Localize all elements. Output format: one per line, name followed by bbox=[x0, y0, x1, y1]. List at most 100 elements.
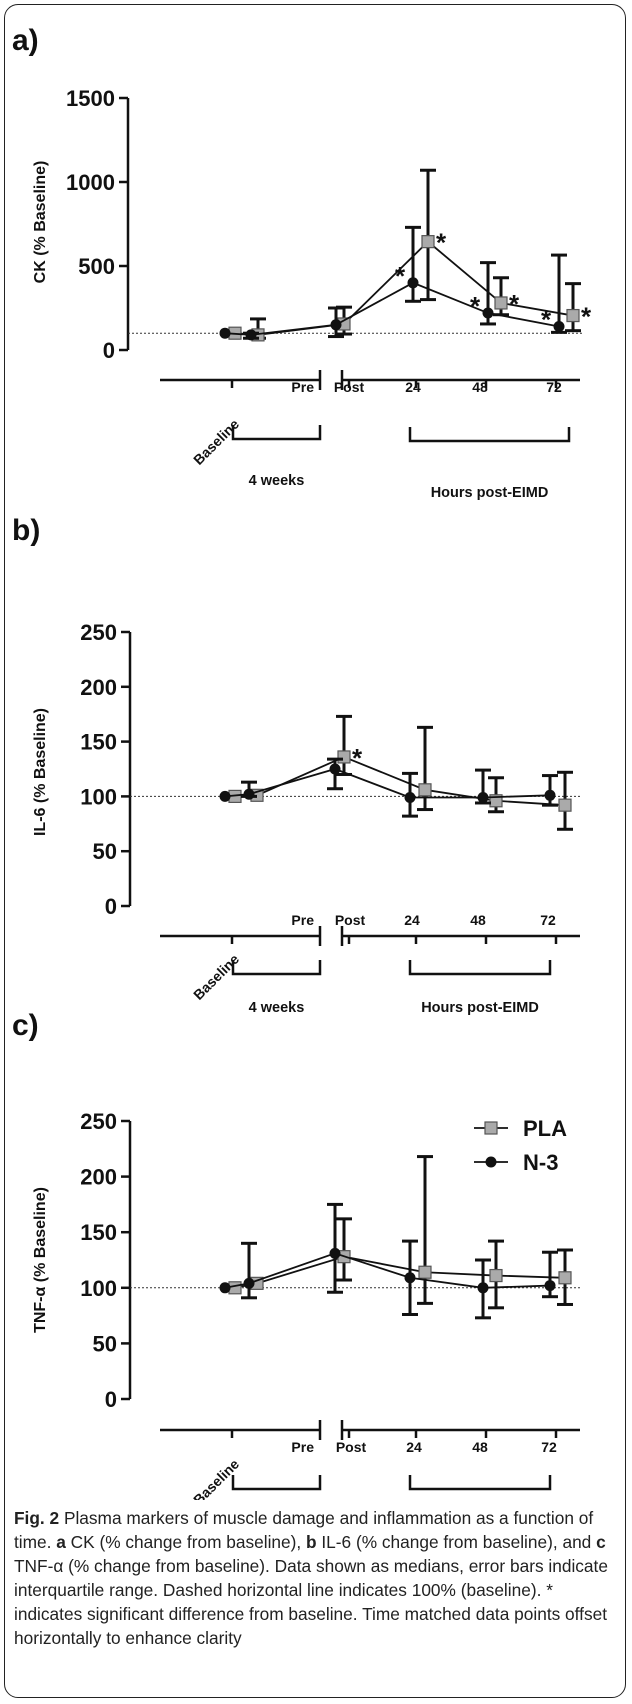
y-tick-label: 1500 bbox=[66, 86, 115, 111]
x-tick-label: 72 bbox=[540, 912, 556, 928]
x-group-bracket bbox=[408, 960, 552, 976]
panel-label: c) bbox=[12, 1009, 39, 1042]
y-tick-label: 150 bbox=[80, 1220, 117, 1245]
caption-fig-label: Fig. 2 bbox=[14, 1508, 60, 1528]
y-tick-label: 0 bbox=[105, 894, 117, 919]
data-point-pla bbox=[418, 1265, 432, 1279]
data-point-n3 bbox=[330, 319, 342, 331]
y-axis-label: TNF-α (% Baseline) bbox=[32, 1187, 49, 1333]
data-point-n3 bbox=[544, 789, 556, 801]
x-tick-label: Post bbox=[336, 1439, 367, 1455]
data-point-n3 bbox=[243, 1277, 255, 1289]
legend-label: N-3 bbox=[523, 1150, 558, 1175]
caption-c-label: c bbox=[596, 1532, 606, 1552]
data-point-n3 bbox=[245, 329, 257, 341]
y-tick-label: 200 bbox=[80, 1165, 117, 1190]
x-tick-label: Pre bbox=[291, 912, 314, 928]
data-point-n3 bbox=[219, 790, 231, 802]
caption-c-text: TNF-α (% change from baseline). Data sho… bbox=[14, 1556, 608, 1648]
data-point-n3 bbox=[477, 791, 489, 803]
legend-label: PLA bbox=[523, 1116, 567, 1141]
data-point-n3 bbox=[482, 307, 494, 319]
data-point-pla bbox=[337, 750, 351, 764]
figure-caption: Fig. 2 Plasma markers of muscle damage a… bbox=[14, 1506, 614, 1650]
panel-label: b) bbox=[12, 514, 40, 547]
x-group-bracket-label: 4 weeks bbox=[249, 473, 305, 489]
data-point-n3 bbox=[477, 1282, 489, 1294]
series-line bbox=[224, 768, 551, 799]
x-group-bracket-label: Hours post-EIMD bbox=[421, 1000, 539, 1016]
y-tick-label: 150 bbox=[80, 730, 117, 755]
data-point-n3 bbox=[404, 791, 416, 803]
data-point-n3 bbox=[329, 1247, 341, 1259]
legend-marker-n3 bbox=[485, 1156, 497, 1168]
x-tick-label: Baseline bbox=[190, 416, 242, 468]
x-tick-label: Post bbox=[335, 912, 366, 928]
x-group-bracket-label: Hours post-EIMD bbox=[431, 485, 549, 501]
data-point-n3 bbox=[329, 763, 341, 775]
y-axis-label: CK (% Baseline) bbox=[32, 161, 49, 284]
data-point-n3 bbox=[404, 1272, 416, 1284]
data-point-n3 bbox=[407, 277, 419, 289]
data-point-pla bbox=[566, 308, 580, 323]
caption-a-label: a bbox=[56, 1532, 66, 1552]
significance-asterisk: * bbox=[395, 261, 406, 291]
data-point-pla bbox=[558, 1271, 572, 1285]
figure-frame bbox=[4, 4, 626, 1698]
x-group-bracket bbox=[231, 1475, 322, 1491]
caption-intro: Plasma markers of muscle damage and infl… bbox=[14, 1508, 594, 1552]
significance-asterisk: * bbox=[352, 743, 363, 773]
x-group-bracket bbox=[231, 960, 322, 976]
y-tick-label: 250 bbox=[80, 1109, 117, 1134]
x-group-bracket bbox=[408, 1475, 552, 1491]
x-tick-label: 72 bbox=[546, 379, 562, 395]
x-group-bracket bbox=[231, 425, 322, 441]
y-tick-label: 50 bbox=[93, 1331, 117, 1356]
data-point-n3 bbox=[553, 320, 565, 332]
y-tick-label: 100 bbox=[80, 1276, 117, 1301]
data-point-pla bbox=[418, 783, 432, 797]
y-axis-label: IL-6 (% Baseline) bbox=[32, 708, 49, 836]
y-tick-label: 250 bbox=[80, 620, 117, 645]
y-tick-label: 100 bbox=[80, 784, 117, 809]
data-point-pla bbox=[421, 235, 435, 249]
y-tick-label: 0 bbox=[103, 338, 115, 363]
data-point-pla bbox=[558, 798, 572, 812]
caption-b-label: b bbox=[306, 1532, 317, 1552]
x-tick-label: 48 bbox=[470, 912, 486, 928]
x-tick-label: Pre bbox=[291, 1439, 314, 1455]
data-point-n3 bbox=[219, 327, 231, 339]
x-tick-label: Post bbox=[334, 379, 365, 395]
series-line bbox=[234, 1255, 566, 1289]
significance-asterisk: * bbox=[470, 291, 481, 321]
data-point-pla bbox=[494, 296, 508, 310]
y-tick-label: 0 bbox=[105, 1387, 117, 1412]
x-tick-label: 24 bbox=[405, 379, 421, 395]
caption-a-text: CK (% change from baseline), bbox=[65, 1532, 306, 1552]
x-group-bracket-label: 4 weeks bbox=[249, 1000, 305, 1016]
y-tick-label: 500 bbox=[78, 254, 115, 279]
data-point-n3 bbox=[219, 1282, 231, 1294]
caption-b-text: IL-6 (% change from baseline), and bbox=[316, 1532, 597, 1552]
series-line bbox=[234, 755, 566, 807]
y-tick-label: 200 bbox=[80, 675, 117, 700]
data-point-n3 bbox=[544, 1280, 556, 1292]
x-tick-label: 24 bbox=[404, 912, 420, 928]
x-tick-label: 48 bbox=[472, 1439, 488, 1455]
y-tick-label: 1000 bbox=[66, 170, 115, 195]
x-group-bracket bbox=[408, 427, 571, 443]
data-point-pla bbox=[228, 1281, 242, 1295]
y-tick-label: 50 bbox=[93, 839, 117, 864]
data-point-pla bbox=[489, 1268, 503, 1283]
x-tick-label: 24 bbox=[406, 1439, 422, 1455]
x-tick-label: Pre bbox=[291, 379, 314, 395]
x-tick-label: 48 bbox=[472, 379, 488, 395]
panel-label: a) bbox=[12, 24, 39, 57]
significance-asterisk: * bbox=[581, 302, 592, 332]
legend-marker-pla bbox=[484, 1121, 498, 1135]
data-point-n3 bbox=[243, 788, 255, 800]
x-tick-label: Baseline bbox=[190, 951, 242, 1003]
x-tick-label: 72 bbox=[541, 1439, 557, 1455]
significance-asterisk: * bbox=[541, 304, 552, 334]
